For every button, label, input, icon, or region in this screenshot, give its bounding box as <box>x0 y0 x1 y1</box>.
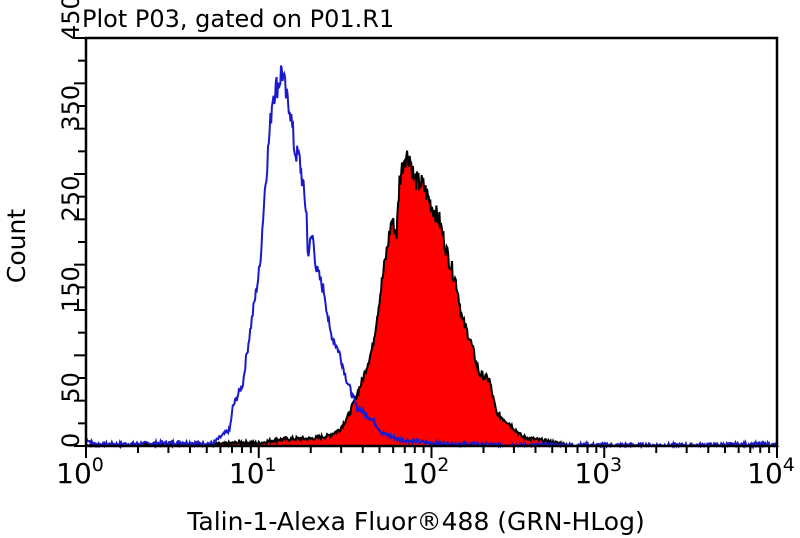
x-tick-label: 100 <box>56 454 104 490</box>
x-tick-exponent: 3 <box>610 454 622 476</box>
chart-title: Plot P03, gated on P01.R1 <box>82 5 394 33</box>
x-tick-exponent: 2 <box>437 454 449 476</box>
x-tick-label: 104 <box>747 454 795 490</box>
x-tick-base: 10 <box>56 457 92 490</box>
y-tick-label: 150 <box>57 266 85 312</box>
x-tick-label: 103 <box>574 454 622 490</box>
y-tick-label: 350 <box>57 85 85 131</box>
x-tick-exponent: 0 <box>92 454 104 476</box>
y-tick-label: 450 <box>57 0 85 40</box>
x-tick-base: 10 <box>574 457 610 490</box>
x-tick-base: 10 <box>229 457 265 490</box>
y-tick-label: 0 <box>57 433 85 448</box>
x-tick-label: 102 <box>402 454 450 490</box>
y-axis-label: Count <box>2 209 31 283</box>
series-talin-1-area <box>85 150 780 450</box>
x-tick-base: 10 <box>747 457 783 490</box>
x-axis-label: Talin-1-Alexa Fluor®488 (GRN-HLog) <box>186 507 644 536</box>
x-tick-exponent: 4 <box>783 454 795 476</box>
x-axis: 100 101 102 103 104 <box>56 446 795 490</box>
x-tick-label: 101 <box>229 454 277 490</box>
y-tick-label: 50 <box>57 372 85 403</box>
x-tick-exponent: 1 <box>265 454 277 476</box>
y-axis: 0 50 150 250 350 450 <box>57 0 86 448</box>
y-tick-label: 250 <box>57 176 85 222</box>
plot-area <box>85 65 780 450</box>
x-tick-base: 10 <box>402 457 438 490</box>
